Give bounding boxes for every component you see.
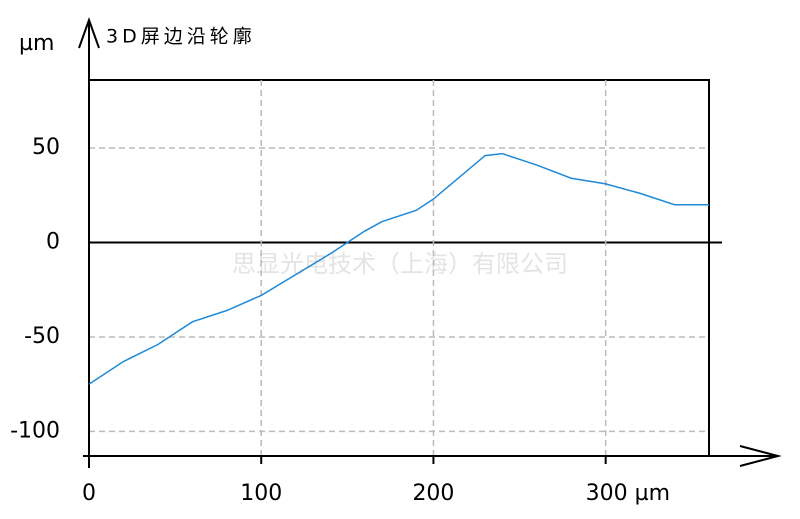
- y-axis-label: µm: [19, 31, 54, 56]
- y-tick-label: -50: [24, 324, 60, 349]
- y-tick-label: 0: [46, 229, 60, 254]
- x-axis-arrow: [739, 445, 782, 467]
- chart-title: 3D屏边沿轮廓: [106, 26, 256, 48]
- y-tick-label: -100: [10, 418, 60, 443]
- x-tick-label: 100: [240, 481, 282, 506]
- watermark: 思显光电技术（上海）有限公司: [232, 250, 568, 278]
- y-tick-label: 50: [32, 135, 60, 160]
- x-tick-label: 0: [82, 481, 96, 506]
- y-axis-arrow: [78, 17, 100, 49]
- data-line: [88, 152, 709, 385]
- x-tick-label: 200: [412, 481, 454, 506]
- x-tick-label: 300 µm: [586, 481, 670, 506]
